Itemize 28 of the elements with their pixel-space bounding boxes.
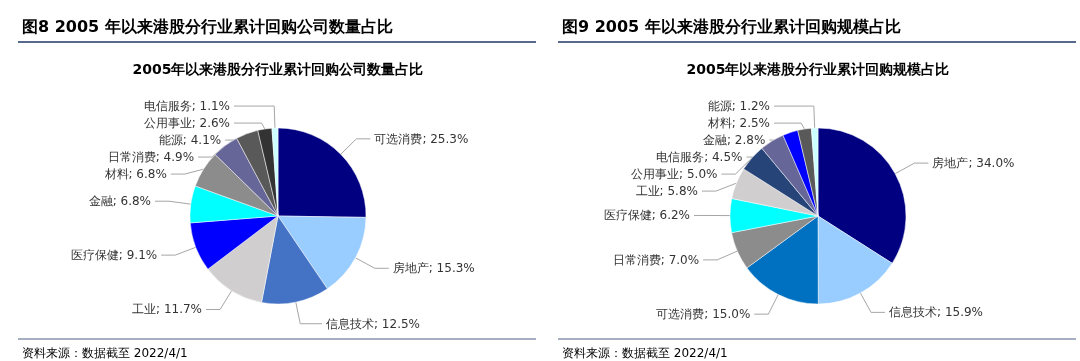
slice-label: 金融; 2.8% [702, 133, 766, 148]
slice-label: 房地产; 34.0% [932, 156, 1015, 171]
slice-label: 信息技术; 15.9% [889, 305, 984, 320]
slice-label: 工业; 11.7% [132, 302, 203, 317]
slice-label: 公用事业; 5.0% [631, 167, 718, 182]
slice-label: 电信服务; 1.1% [143, 99, 230, 114]
slice-label: 材料; 2.5% [706, 116, 770, 131]
chart-subtitle: 2005年以来港股分行业累计回购规模占比 [686, 61, 950, 77]
text: 资料来源：数据截至 2022/4/1 [22, 346, 188, 360]
slice-label: 可选消费; 15.0% [656, 307, 751, 322]
slice-label: 工业; 5.8% [635, 184, 698, 199]
slice-label: 日常消费; 7.0% [612, 252, 700, 267]
chart-subtitle: 2005年以来港股分行业累计回购公司数量占比 [132, 61, 424, 77]
slice-label: 信息技术; 12.5% [326, 316, 420, 331]
chart-title: 图8 2005 年以来港股分行业累计回购公司数量占比 [22, 17, 393, 36]
slice-label: 医疗保健; 6.2% [603, 208, 690, 223]
slice-label: 日常消费; 4.9% [107, 150, 195, 165]
slice-label: 公用事业; 2.6% [143, 116, 230, 131]
slice-label: 可选消费; 25.3% [374, 131, 469, 146]
slice-label: 材料; 6.8% [103, 167, 167, 182]
slice-label: 医疗保健; 9.1% [70, 248, 158, 263]
slice-label: 房地产; 15.3% [392, 261, 475, 276]
text: 资料来源：数据截至 2022/4/1 [562, 346, 728, 360]
chart-title: 图9 2005 年以来港股分行业累计回购规模占比 [562, 17, 901, 36]
slice-label: 电信服务; 4.5% [656, 150, 743, 165]
slice-label: 金融; 6.8% [88, 194, 151, 209]
slice-label: 能源; 1.2% [707, 99, 770, 114]
slice-label: 能源; 4.1% [158, 133, 222, 148]
